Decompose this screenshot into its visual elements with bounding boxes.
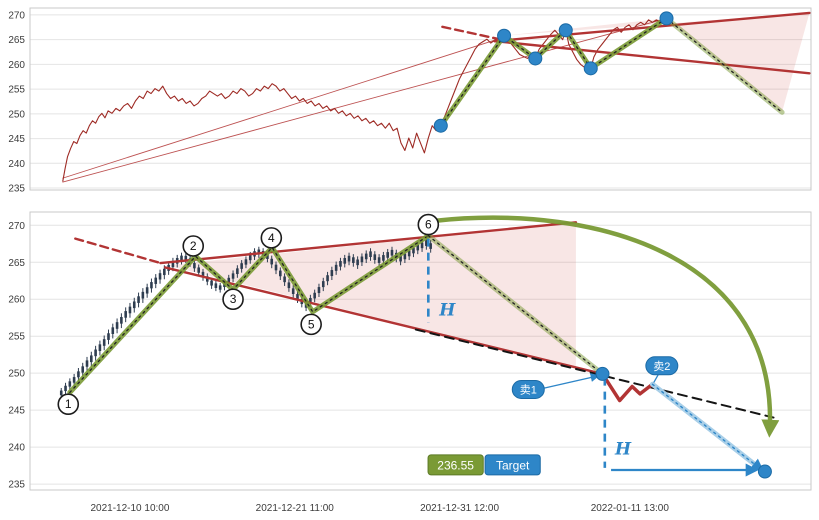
sell-label: 卖2: [653, 360, 670, 373]
pivot-dot: [528, 51, 543, 66]
pullback-path: [600, 372, 655, 403]
wave-number-circle: [57, 393, 80, 416]
top-chart: 235 240 245 250 255 260 265 270: [8, 7, 812, 195]
y-tick-label: 265: [8, 35, 25, 46]
sell-projection: [651, 383, 762, 470]
y-tick-label: 240: [8, 159, 25, 170]
zigzag: [440, 17, 668, 127]
wave-number-circle: [260, 227, 283, 249]
target-label-box: [484, 454, 541, 476]
zigzag-waves-1-6: [69, 235, 429, 394]
x-tick-label: 2022-01-11 13:00: [591, 503, 670, 514]
pivot-dot: [583, 61, 598, 76]
height-label: H: [438, 301, 456, 321]
plot-frame: [29, 211, 812, 491]
wave-number: 1: [65, 397, 72, 411]
projection-breakdown: [427, 235, 604, 375]
y-tick-label: 260: [8, 60, 25, 71]
y-tick-label: 245: [8, 134, 25, 145]
y-tick-label: 255: [8, 332, 25, 343]
pivot-dot: [757, 464, 772, 479]
pivot-dot: [558, 23, 573, 38]
triangle-fill: [166, 222, 576, 368]
wedge-fill: [504, 12, 810, 112]
y-tick-label: 240: [8, 443, 25, 454]
x-tick-label: 2021-12-10 10:00: [90, 503, 169, 514]
y-tick-label: 260: [8, 295, 25, 306]
y-tick-label: 235: [8, 184, 25, 195]
plot-frame: [29, 7, 812, 191]
y-tick-label: 270: [8, 10, 25, 21]
target-label: Target: [496, 458, 530, 472]
rising-channel-line-1: [62, 18, 666, 183]
price-line: [62, 17, 668, 182]
resistance-back-extension: [74, 237, 162, 265]
height-label: H: [614, 440, 632, 460]
y-tick-label: 250: [8, 369, 25, 380]
wave-number-circle: [182, 235, 205, 257]
breakdown-arc: [434, 215, 780, 438]
projection-down: [665, 17, 783, 114]
y-tick-label: 255: [8, 85, 25, 96]
pivot-dot: [433, 118, 448, 133]
y-tick-label: 245: [8, 406, 25, 417]
x-tick-label: 2021-12-21 11:00: [256, 503, 335, 514]
wave-number: 4: [268, 231, 275, 245]
y-tick-label: 235: [8, 480, 25, 491]
pivot-dot: [595, 366, 610, 381]
wave-number-circle: [222, 288, 244, 311]
wave-number-circle: [417, 213, 440, 236]
y-tick-label: 250: [8, 109, 25, 120]
wave-number-circle: [300, 313, 322, 336]
wave-number: 2: [190, 239, 197, 253]
wave-number: 5: [308, 317, 315, 331]
pivot-dot: [497, 28, 512, 43]
resistance-back-extension: [441, 25, 499, 40]
y-tick-label: 265: [8, 258, 25, 269]
target-price-box: [427, 454, 484, 476]
y-tick-label: 270: [8, 221, 25, 232]
resistance-line: [159, 221, 578, 265]
sell-label: 卖1: [520, 383, 537, 396]
wave-number: 6: [425, 218, 432, 232]
wave-number: 3: [230, 292, 237, 306]
rising-channel-line-2: [62, 36, 505, 179]
sell-label-pill: [645, 356, 679, 376]
pivot-dot: [659, 11, 674, 26]
x-tick-label: 2021-12-31 12:00: [420, 503, 499, 514]
sell-label-pill: [511, 379, 545, 399]
sell1-pointer: [544, 373, 600, 389]
target-price: 236.55: [437, 458, 474, 472]
